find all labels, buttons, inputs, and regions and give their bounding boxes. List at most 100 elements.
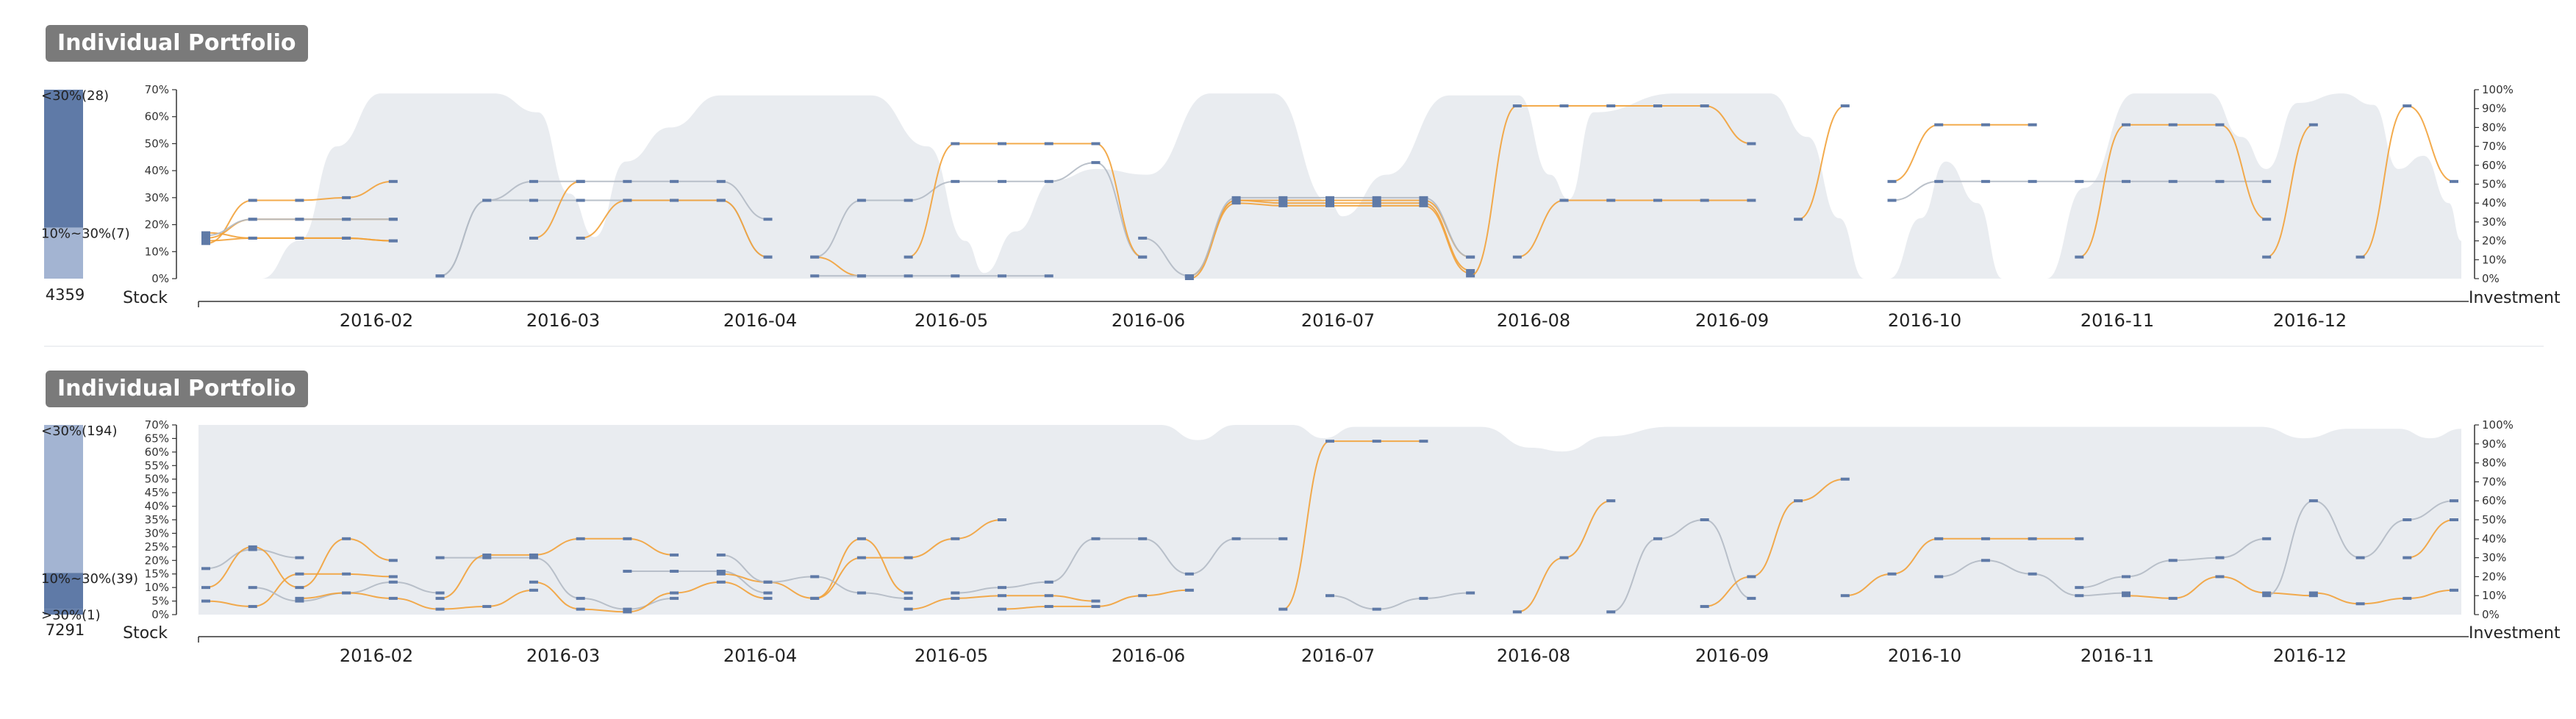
left-axis-tick-label: 65% — [145, 432, 169, 445]
series-line — [533, 581, 768, 613]
series-point — [2450, 499, 2458, 503]
left-axis-tick-label: 60% — [145, 110, 169, 124]
series-point — [1559, 556, 1569, 559]
series-point — [2403, 596, 2412, 600]
series-point — [623, 198, 632, 202]
series-point — [388, 218, 398, 221]
x-axis-tick-label: 2016-03 — [526, 310, 600, 331]
series-point — [2122, 179, 2131, 183]
series-point — [670, 179, 679, 183]
series-line — [1704, 478, 1845, 607]
legend-bar-label: 10%~30%(39) — [41, 571, 138, 587]
series-point — [295, 218, 304, 221]
series-line — [720, 537, 909, 599]
series-line — [2407, 519, 2455, 559]
right-axis-tick-label: 90% — [2482, 437, 2506, 451]
left-axis-tick-label: 10% — [145, 581, 169, 594]
series-point — [1559, 104, 1569, 108]
series-point — [388, 580, 398, 584]
series-point — [248, 586, 257, 590]
series-point — [1747, 596, 1756, 600]
series-point — [529, 580, 538, 584]
series-point — [1934, 123, 1944, 126]
series-point — [1466, 271, 1475, 275]
left-axis-tick-label: 50% — [145, 473, 169, 486]
x-axis-tick-label: 2016-05 — [915, 310, 988, 331]
series-point — [998, 274, 1007, 278]
series-point — [2403, 556, 2412, 559]
series-point — [2262, 218, 2272, 221]
legend-bar-label: >30%(1) — [41, 607, 101, 623]
series-point — [1934, 575, 1944, 579]
series-point — [670, 596, 679, 600]
series-point — [201, 242, 210, 246]
series-line — [440, 537, 675, 599]
series-point — [2403, 104, 2412, 108]
series-line — [533, 180, 581, 239]
left-axis-label: Stock — [123, 624, 168, 643]
series-point — [1887, 572, 1897, 576]
series-point — [856, 556, 866, 559]
series-point — [2168, 179, 2178, 183]
series-point — [670, 553, 679, 557]
series-point — [388, 239, 398, 243]
series-point — [342, 537, 351, 540]
series-point — [2028, 123, 2037, 126]
series-point — [1700, 198, 1709, 202]
series-point — [201, 239, 210, 243]
series-point — [1419, 201, 1428, 205]
series-point — [576, 179, 585, 183]
series-point — [1419, 204, 1428, 207]
series-line — [908, 143, 1143, 258]
right-axis-tick-label: 100% — [2482, 83, 2514, 96]
series-point — [1512, 255, 1522, 259]
series-point — [576, 198, 585, 202]
left-axis-tick-label: 25% — [145, 540, 169, 554]
portfolio-chart-2: 0%5%10%15%20%25%30%35%40%45%50%55%60%65%… — [41, 418, 2561, 666]
series-point — [2355, 556, 2365, 559]
series-point — [1794, 218, 1803, 221]
legend-bar-segment — [44, 609, 83, 615]
series-point — [1794, 499, 1803, 503]
series-point — [2075, 179, 2084, 183]
series-point — [951, 142, 960, 146]
series-point — [201, 599, 210, 603]
series-point — [482, 556, 492, 559]
right-axis-tick-label: 50% — [2482, 513, 2506, 526]
series-point — [1700, 104, 1709, 108]
series-point — [2308, 123, 2318, 126]
series-point — [623, 607, 632, 611]
series-point — [2355, 602, 2365, 606]
series-point — [435, 607, 445, 611]
series-point — [1747, 198, 1756, 202]
series-point — [2450, 518, 2458, 521]
investment-area — [198, 425, 2461, 615]
series-point — [763, 218, 773, 221]
series-line — [2313, 589, 2455, 605]
series-point — [1091, 599, 1101, 603]
series-point — [810, 274, 820, 278]
series-point — [388, 596, 398, 600]
left-axis-tick-label: 15% — [145, 568, 169, 581]
series-point — [201, 567, 210, 570]
left-axis-tick-label: 0% — [151, 608, 169, 621]
series-point — [1419, 440, 1428, 443]
series-point — [1184, 277, 1194, 280]
series-point — [998, 142, 1007, 146]
series-point — [342, 196, 351, 199]
series-point — [856, 274, 866, 278]
series-point — [951, 591, 960, 595]
series-point — [1466, 268, 1475, 272]
series-point — [1231, 201, 1241, 205]
x-axis-tick-label: 2016-04 — [723, 310, 797, 331]
left-axis-tick-label: 70% — [145, 83, 169, 96]
series-point — [623, 570, 632, 573]
series-point — [1419, 198, 1428, 202]
series-point — [810, 575, 820, 579]
series-point — [2122, 123, 2131, 126]
series-point — [295, 599, 304, 603]
series-point — [2215, 575, 2225, 579]
series-point — [2122, 594, 2131, 598]
series-point — [1606, 104, 1616, 108]
panel-divider — [44, 346, 2544, 347]
